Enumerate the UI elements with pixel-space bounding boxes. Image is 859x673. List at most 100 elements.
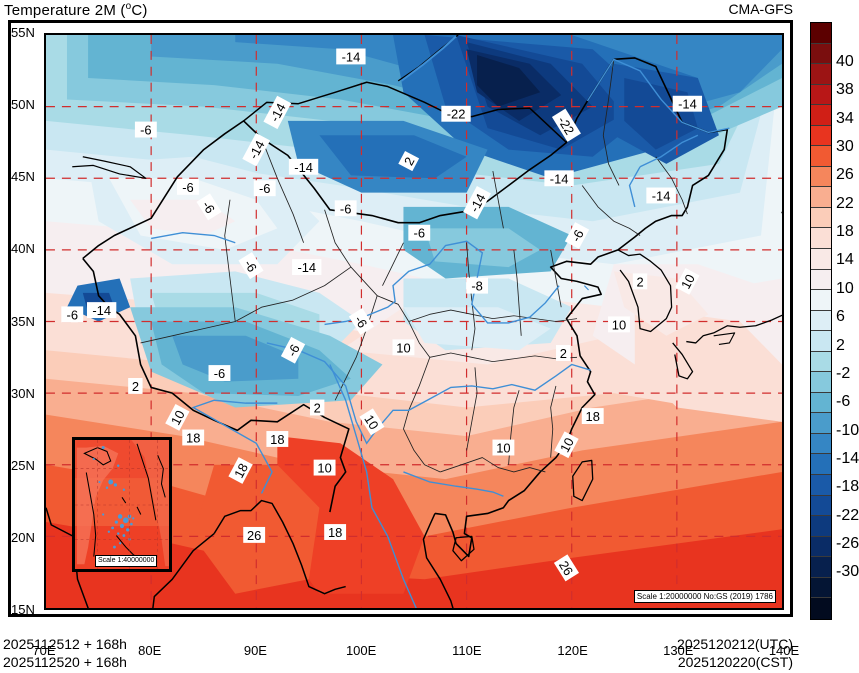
river-line: [403, 471, 504, 497]
colorbar[interactable]: [810, 22, 832, 620]
lat-tick-label: 20N: [11, 529, 35, 545]
contour-label: -14: [292, 259, 322, 275]
page-title-unit: C): [131, 2, 148, 19]
boundary-line: [550, 385, 557, 458]
contour-label-text: 10: [396, 340, 410, 355]
contour-label: 26: [243, 526, 266, 543]
lon-tick-label: 130E: [663, 643, 694, 658]
boundary-line: [440, 457, 546, 473]
lon-tick-label: 70E: [32, 643, 56, 658]
contour-label-text: -6: [182, 180, 193, 195]
colorbar-swatch: [811, 392, 831, 414]
contour-label-text: 26: [247, 528, 261, 543]
contour-label-bg: [228, 457, 253, 484]
contour-label: 18: [581, 408, 604, 424]
contour-label-bg: [196, 193, 222, 221]
rivers: [151, 35, 730, 608]
contour-label-bg: [86, 302, 117, 319]
colorbar-swatch: [811, 290, 831, 311]
contour-label-text: -14: [678, 97, 697, 112]
contour-label-bg: [632, 273, 648, 290]
colorbar-tick-label: 10: [836, 279, 854, 297]
colorbar-tick-label: 34: [836, 109, 854, 127]
contour-label-bg: [263, 95, 292, 130]
colorbar-swatch: [811, 433, 831, 455]
colorbar-tick-label: 38: [836, 81, 854, 99]
lon-tick-label: 90E: [243, 643, 267, 658]
contour-label-text: -14: [652, 188, 671, 203]
boundary-line: [324, 209, 431, 358]
contour-label: -14: [336, 48, 366, 65]
footer-init-time-cst: 2025112520 + 168h: [3, 654, 127, 670]
contour-label-bg: [398, 150, 420, 172]
contour-label-text: -14: [297, 260, 316, 275]
river-line: [329, 364, 417, 608]
boundary-line: [334, 295, 378, 401]
contour-label-bg: [646, 187, 676, 204]
contour-label-bg: [392, 339, 415, 356]
contour-label: -14: [672, 95, 703, 112]
contour-label-bg: [556, 345, 571, 361]
lat-tick-label: 15N: [11, 602, 35, 617]
contour-label-bg: [581, 408, 604, 424]
boundary-line: [602, 59, 620, 186]
contour-label-bg: [441, 105, 471, 122]
contour-label-bg: [554, 431, 579, 459]
river-line: [628, 166, 641, 208]
contour-label-text: 2: [314, 400, 321, 415]
boundary-line: [452, 535, 475, 562]
temp-band: [319, 135, 467, 179]
contour-label-text: -6: [414, 226, 425, 241]
boundary-line: [513, 249, 522, 336]
contour-label-text: -14: [342, 49, 361, 64]
contour-label-bg: [242, 132, 271, 167]
contour-label: 2: [556, 345, 571, 361]
colorbar-swatch: [811, 146, 831, 167]
inset-scale-label: Scale 1:40000000: [95, 555, 158, 567]
colorbar-tick-label: 26: [836, 166, 854, 184]
contour-label: 10: [492, 439, 515, 455]
boundary-line: [82, 57, 729, 260]
colorbar-swatch: [811, 413, 831, 434]
colorbar-tick-label: 6: [836, 308, 845, 326]
footer-valid-time-utc: 2025120212(UTC): [677, 636, 793, 652]
contour-label: 18: [228, 457, 253, 484]
contour-label-bg: [266, 431, 289, 447]
colorbar-swatch: [811, 64, 831, 85]
contour-label-text: -8: [471, 279, 482, 294]
lon-tick-label: 140E: [768, 643, 800, 658]
boundary-line: [382, 242, 404, 286]
colorbar-swatch: [811, 43, 831, 65]
contour-label-text: 10: [361, 412, 381, 432]
lat-tick-label: 35N: [11, 313, 35, 329]
contour-label: 26: [553, 554, 580, 582]
contour-label: -8: [466, 277, 488, 294]
contour-label-text: -14: [294, 160, 313, 175]
contour-label-bg: [336, 48, 366, 65]
river-line: [583, 285, 589, 291]
contour-label-bg: [238, 252, 264, 280]
contour-label: -14: [544, 170, 574, 186]
map-plot-area[interactable]: -14 -14 -22 -22 -14 -6 -14 -14 -6 -6 -6 -14 -14 -14 -6…: [44, 33, 784, 610]
colorbar-swatch: [811, 577, 831, 599]
inset-map-south-china-sea[interactable]: Scale 1:40000000: [72, 437, 172, 572]
contour-label-bg: [253, 180, 276, 197]
boundary-line: [466, 367, 478, 451]
contour-label: -14: [646, 187, 676, 204]
temperature-field: -14 -14 -22 -22 -14 -6 -14 -14 -6 -6 -6 -14 -14 -14 -6…: [46, 35, 782, 608]
contour-label: -6: [564, 222, 590, 249]
footer-valid-time-cst: 2025120220(CST): [677, 654, 793, 670]
contour-label-text: -6: [67, 307, 78, 322]
colorbar-tick-label: 14: [836, 251, 854, 269]
river-line: [191, 399, 278, 494]
contour-label-bg: [288, 158, 319, 175]
contour-label: -6: [238, 252, 264, 280]
contour-label: -6: [408, 224, 431, 241]
contour-label-text: 10: [557, 435, 577, 455]
contour-label-bg: [61, 306, 84, 323]
contour-label-text: 26: [556, 558, 576, 578]
colorbar-swatch: [811, 310, 831, 332]
contour-label-text: 2: [636, 274, 643, 289]
colorbar-tick-label: -22: [836, 506, 859, 524]
